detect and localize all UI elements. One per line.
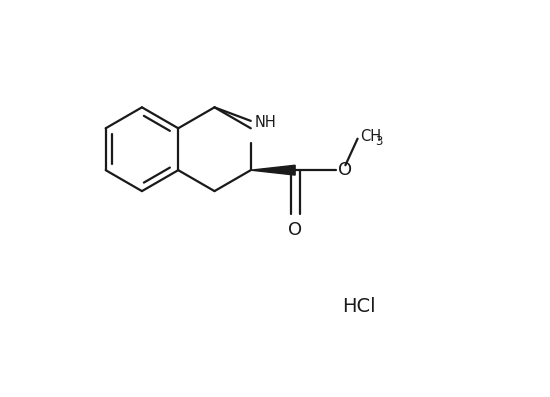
Text: NH: NH bbox=[255, 115, 277, 130]
Text: HCl: HCl bbox=[342, 297, 376, 316]
Text: 3: 3 bbox=[375, 135, 383, 148]
Polygon shape bbox=[251, 165, 295, 175]
Text: O: O bbox=[338, 161, 351, 179]
Text: O: O bbox=[288, 221, 302, 239]
Text: CH: CH bbox=[360, 129, 381, 144]
